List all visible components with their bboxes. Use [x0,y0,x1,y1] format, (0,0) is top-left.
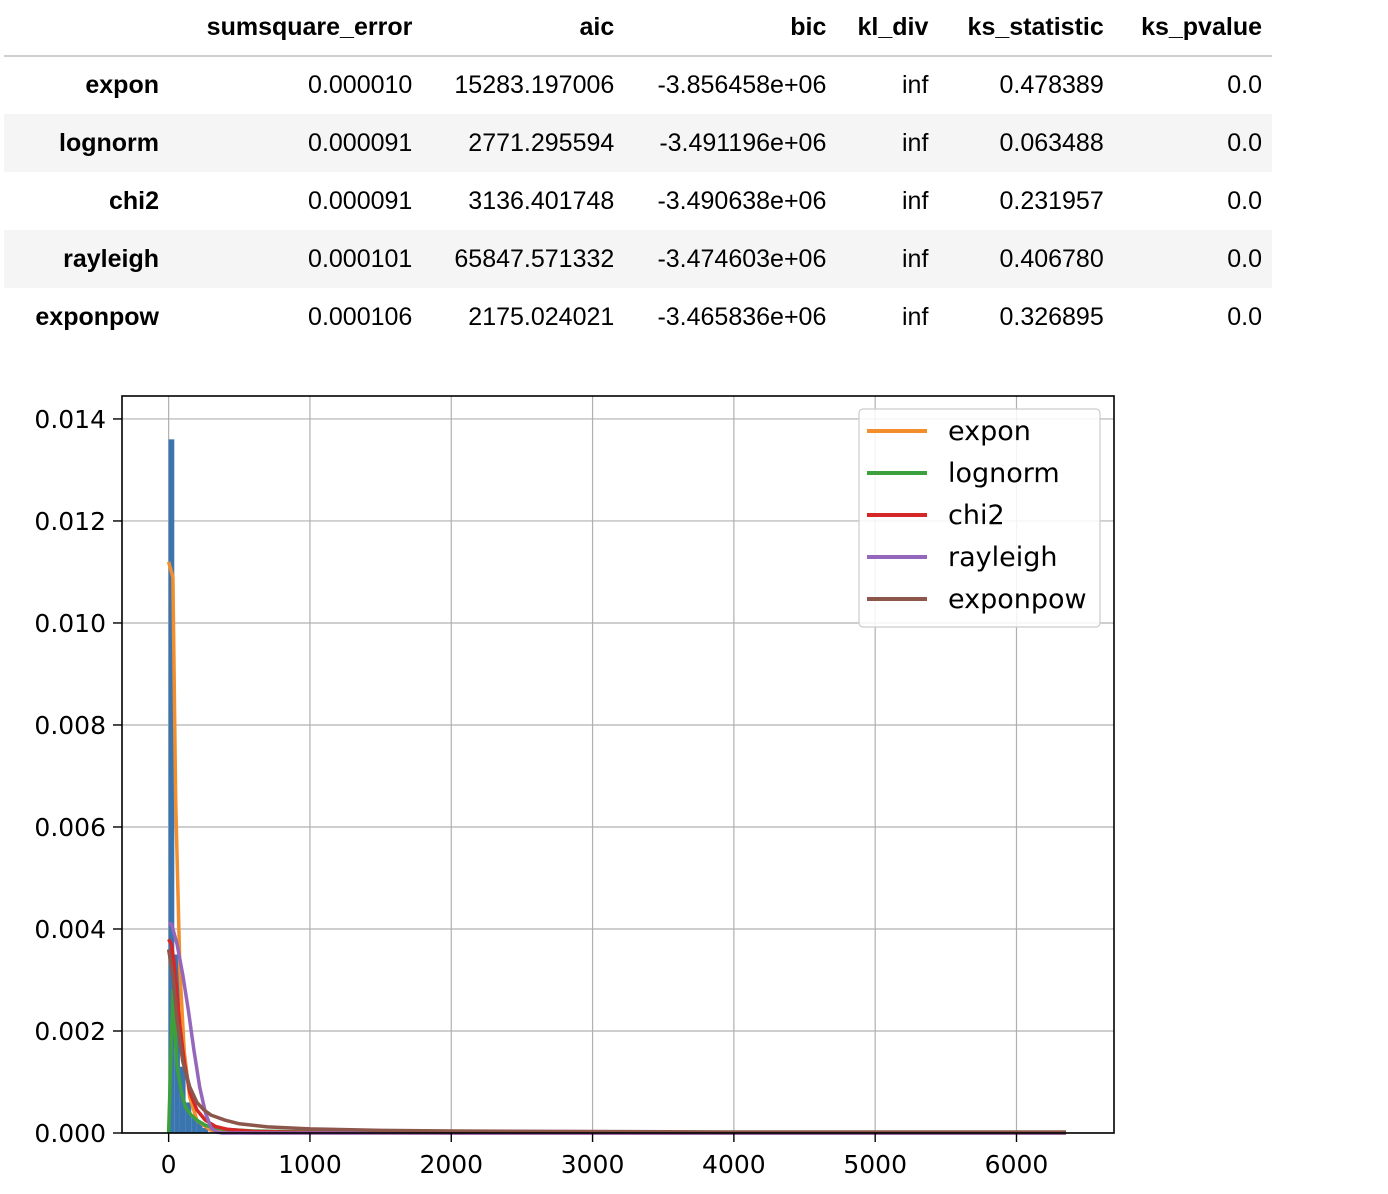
legend-label: lognorm [948,458,1060,489]
axes-frame [121,395,1115,1134]
column-header: ks_pvalue [1141,13,1262,41]
row-index-label: exponpow [35,302,159,331]
table-cell: 0.0 [1227,302,1262,331]
column-header: kl_div [857,13,929,41]
series-lines [166,561,1066,1135]
y-tick-label: 0.012 [34,507,106,536]
table-cell: 0.000091 [308,128,413,157]
table-cell: 65847.571332 [454,244,615,273]
table-cell: 3136.401748 [468,186,615,215]
x-tick-label: 6000 [985,1150,1049,1179]
table-row: exponpow 0.000106 2175.024021 -3.465836e+06… [4,288,1272,346]
table-cell: 0.0 [1227,128,1262,157]
series-line-lognorm [166,988,1066,1135]
table-cell: inf [901,71,929,99]
results-table: sumsquare_error aic bic kl_div ks_statis… [4,0,1272,346]
table-cell: inf [901,244,929,273]
legend-label: rayleigh [948,542,1058,573]
table-cell: -3.856458e+06 [657,71,827,99]
table-cell: 0.406780 [999,244,1104,273]
x-tick-label: 5000 [843,1150,907,1179]
series-line-exponpow [166,949,1066,1134]
table-cell: 2771.295594 [468,128,615,157]
histogram-bar [168,439,175,1134]
row-index-label: rayleigh [63,244,159,273]
legend-label: exponpow [948,584,1087,615]
histogram-bar [185,1102,192,1133]
table-row: rayleigh 0.000101 65847.571332 -3.474603e+0… [4,230,1272,288]
table-cell: 0.0 [1227,244,1262,273]
table-row: lognorm 0.000091 2771.295594 -3.491196e+06 i… [4,114,1272,172]
table-cell: 2175.024021 [468,302,615,331]
x-tick-label: 3000 [561,1150,625,1179]
distribution-fit-chart: 0 1000 2000 3000 4000 5000 6000 0.000 0.002 0.004… [34,395,1115,1179]
column-header: bic [790,13,827,41]
histogram-bar [196,1122,203,1133]
table-cell: 0.000106 [308,302,413,331]
axis-ticks: 0 1000 2000 3000 4000 5000 6000 0.000 0.002 0.004… [34,405,1048,1179]
table-cell: 0.000091 [308,186,413,215]
row-index-label: expon [85,71,159,99]
table-cell: inf [901,128,929,157]
table-cell: -3.490638e+06 [657,186,827,215]
series-line-rayleigh [168,922,1066,1135]
y-tick-label: 0.000 [34,1119,106,1148]
column-header: sumsquare_error [206,13,413,41]
y-tick-label: 0.002 [34,1017,106,1046]
histogram-bar [191,1117,197,1133]
column-header: aic [579,13,615,41]
table-row: chi2 0.000091 3136.401748 -3.490638e+06 inf 0… [4,172,1272,230]
y-tick-label: 0.014 [34,405,106,434]
y-tick-label: 0.008 [34,711,106,740]
row-index-label: chi2 [108,186,159,215]
table-cell: 0.326895 [999,302,1104,331]
legend: expon lognorm chi2 rayleigh exponpow [858,408,1101,628]
table-cell: -3.491196e+06 [659,128,827,157]
table-cell: 0.000010 [308,71,413,99]
legend-label: expon [948,416,1031,447]
legend-box [858,408,1101,628]
histogram-bar [202,1127,209,1133]
column-header: ks_statistic [967,13,1104,41]
x-tick-label: 0 [161,1150,177,1179]
series-line-chi2 [167,938,1066,1135]
table-cell: 0.478389 [999,71,1104,99]
table-cell: 15283.197006 [454,71,615,99]
table-cell: 0.000101 [308,244,413,273]
table-header-row: sumsquare_error aic bic kl_div ks_statis… [4,0,1272,56]
x-tick-label: 4000 [702,1150,766,1179]
table-cell: inf [901,186,929,215]
legend-label: chi2 [948,500,1005,531]
y-tick-label: 0.004 [34,915,106,944]
table-cell: -3.465836e+06 [657,302,827,331]
series-line-expon [166,561,1066,1135]
y-tick-label: 0.010 [34,609,106,638]
table-cell: inf [901,302,929,331]
table-cell: -3.474603e+06 [657,244,827,273]
table-cell: 0.0 [1227,71,1262,99]
column-header [4,0,169,56]
x-tick-label: 1000 [278,1150,342,1179]
table-cell: 0.063488 [999,128,1104,157]
row-index-label: lognorm [59,128,159,157]
table-row: expon 0.000010 15283.197006 -3.856458e+06 in… [4,56,1272,114]
table-cell: 0.231957 [999,186,1104,215]
table-cell: 0.0 [1227,186,1262,215]
y-tick-label: 0.006 [34,813,106,842]
x-tick-label: 2000 [419,1150,483,1179]
